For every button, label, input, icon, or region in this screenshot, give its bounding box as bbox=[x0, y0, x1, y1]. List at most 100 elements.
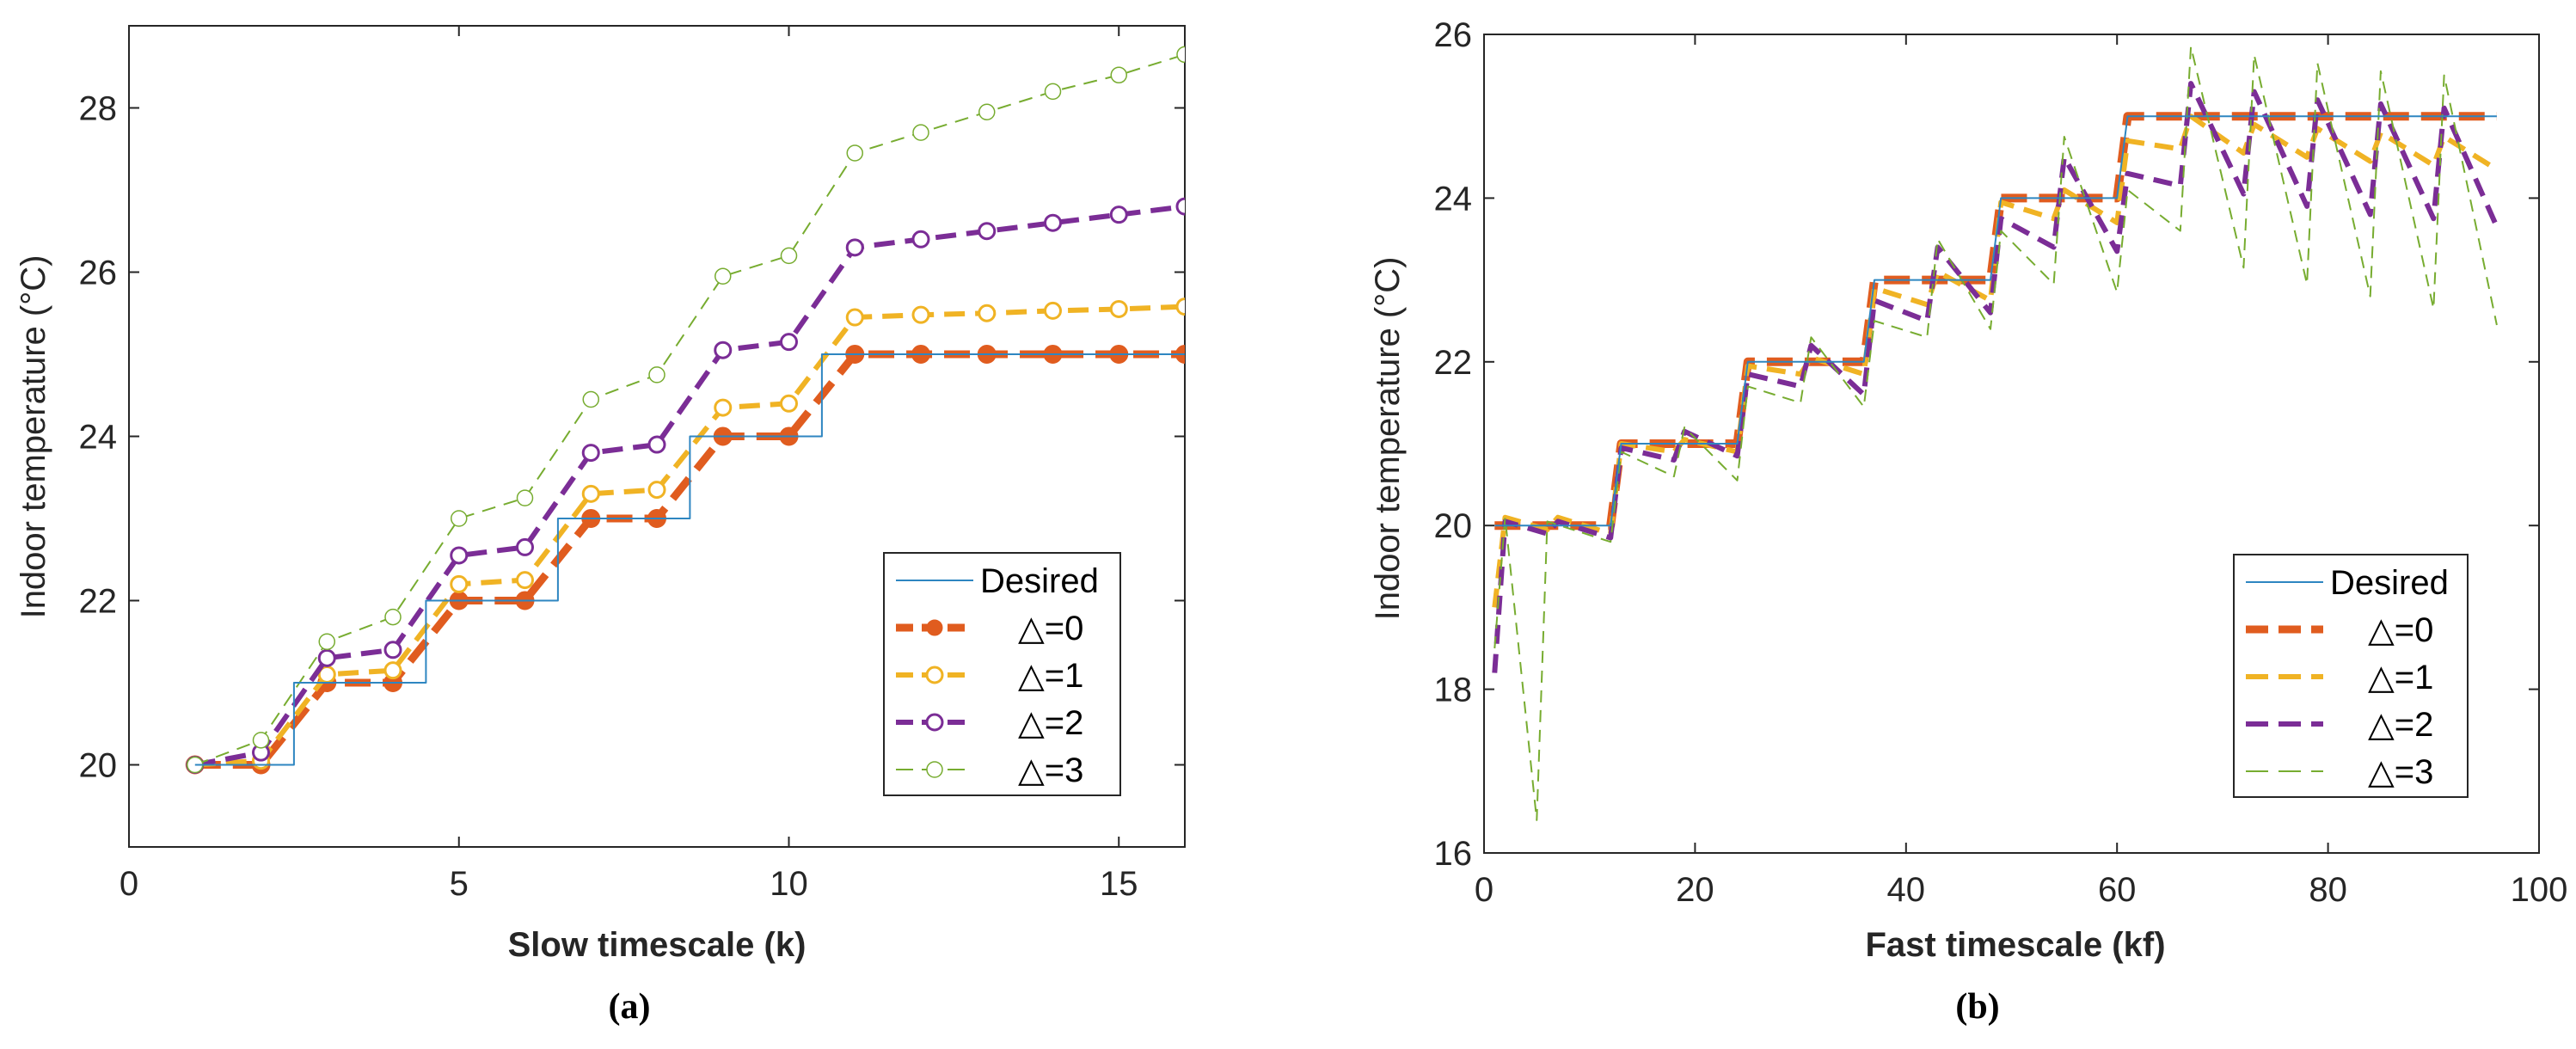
chart-b-xtick-label: 20 bbox=[1676, 871, 1714, 909]
chart-b-ytick-label: 18 bbox=[1434, 672, 1473, 709]
chart-a-series-point-4 bbox=[451, 510, 468, 527]
chart-a-series-point-4 bbox=[978, 103, 996, 121]
chart-b-series-line-3 bbox=[1492, 81, 2499, 673]
chart-b-xtick-label: 0 bbox=[1475, 871, 1493, 909]
chart-a-series-point-3 bbox=[450, 546, 469, 565]
chart-a-series-point-4 bbox=[780, 247, 798, 265]
chart-b-series-line-0 bbox=[1494, 115, 2497, 527]
chart-a-legend-label-0: Desired bbox=[980, 562, 1099, 600]
chart-a-series-point-3 bbox=[1109, 206, 1128, 224]
chart-a-series-point-2 bbox=[845, 308, 864, 327]
chart-a-ytick-label: 24 bbox=[79, 419, 118, 457]
chart-a-series bbox=[185, 46, 1185, 775]
chart-a-series-point-2 bbox=[581, 484, 600, 503]
chart-a-xtick-label: 15 bbox=[1100, 865, 1138, 903]
chart-a-series-line-3 bbox=[194, 204, 1185, 768]
chart-a-legend-label-3: △=2 bbox=[1018, 704, 1083, 742]
chart-a-series-point-2 bbox=[1175, 298, 1185, 316]
chart-b-legend-label-1: △=0 bbox=[2368, 611, 2433, 649]
chart-a-series-point-4 bbox=[912, 124, 929, 141]
chart-a-series-point-3 bbox=[317, 648, 336, 667]
chart-a-series-point-3 bbox=[383, 641, 402, 659]
chart-a-series-point-4 bbox=[715, 267, 732, 285]
chart-a-series-point-3 bbox=[581, 444, 600, 463]
chart-a-ytick-label: 20 bbox=[79, 747, 118, 785]
chart-a-series-point-2 bbox=[911, 305, 930, 324]
chart-a-ytick-label: 26 bbox=[79, 255, 118, 292]
chart-a-xlabel: Slow timescale (k) bbox=[508, 926, 807, 964]
chart-b-legend-label-0: Desired bbox=[2330, 564, 2449, 602]
chart-b: 0 20 40 60 80 100 16 18 20 22 24 26 Fast timescale … bbox=[1369, 16, 2567, 1027]
chart-a-ytick-label: 28 bbox=[79, 90, 118, 128]
chart-a-series-point-3 bbox=[911, 230, 930, 248]
chart-a-series-point-4 bbox=[582, 390, 599, 408]
chart-a-series-point-4 bbox=[846, 144, 863, 162]
chart-b-xtick-label: 40 bbox=[1887, 871, 1926, 909]
chart-a-series-point-4 bbox=[318, 633, 335, 650]
chart-a-series-point-4 bbox=[1176, 46, 1185, 64]
chart-b-xtick-label: 80 bbox=[2309, 871, 2347, 909]
chart-a-series-point-2 bbox=[1044, 301, 1062, 320]
chart-a-series-point-4 bbox=[648, 366, 665, 383]
chart-b-legend: Desired △=0 △=1 △=2 △=3 bbox=[2233, 554, 2469, 798]
chart-a-legend: Desired △=0 △=1 △=2 △=3 bbox=[883, 552, 1121, 796]
chart-a-series-point-4 bbox=[252, 732, 270, 749]
chart-a-series-point-3 bbox=[780, 333, 798, 352]
chart-b-legend-box bbox=[2233, 554, 2469, 798]
chart-a-legend-marker-4 bbox=[926, 761, 943, 778]
chart-a-ticks: 0 5 10 15 20 22 24 26 28 bbox=[79, 26, 1185, 903]
chart-a-series-point-2 bbox=[516, 571, 534, 590]
chart-a-series-line-2 bbox=[194, 304, 1185, 768]
chart-a-xtick-label: 5 bbox=[450, 865, 469, 903]
chart-a: 0 5 10 15 20 22 24 26 28 Slow timescale (k) Indo… bbox=[15, 25, 1186, 1027]
chart-a-series-point-3 bbox=[845, 238, 864, 257]
chart-b-ytick-label: 22 bbox=[1434, 344, 1473, 382]
chart-a-series-line-4 bbox=[194, 53, 1185, 766]
chart-b-legend-label-2: △=1 bbox=[2368, 659, 2433, 696]
chart-a-legend-label-4: △=3 bbox=[1018, 751, 1083, 789]
chart-a-xtick-label: 0 bbox=[120, 865, 138, 903]
chart-a-series-point-3 bbox=[647, 435, 666, 454]
chart-a-legend-marker-2 bbox=[925, 666, 944, 684]
chart-a-series-point-2 bbox=[714, 398, 733, 417]
chart-a-series-point-4 bbox=[384, 608, 402, 626]
chart-a-series-point-2 bbox=[780, 394, 798, 413]
chart-a-series-line-0 bbox=[194, 353, 1185, 766]
chart-b-xtick-label: 100 bbox=[2511, 871, 2568, 909]
chart-b-series-line-4 bbox=[1493, 46, 2498, 821]
chart-b-legend-label-4: △=3 bbox=[2368, 753, 2433, 791]
chart-a-series-point-2 bbox=[1109, 299, 1128, 318]
chart-a-ytick-label: 22 bbox=[79, 583, 118, 621]
chart-a-legend-marker-1 bbox=[926, 619, 943, 636]
chart-b-caption: (b) bbox=[1955, 987, 1999, 1027]
chart-a-series-point-3 bbox=[516, 537, 534, 556]
chart-a-series-point-3 bbox=[978, 222, 997, 241]
chart-a-series-point-2 bbox=[450, 574, 469, 593]
chart-a-series-point-3 bbox=[714, 340, 733, 359]
chart-a-legend-label-1: △=0 bbox=[1018, 610, 1083, 647]
chart-a-series-point-2 bbox=[978, 304, 997, 322]
chart-b-ticks: 0 20 40 60 80 100 16 18 20 22 24 26 bbox=[1434, 16, 2568, 909]
chart-b-ytick-label: 16 bbox=[1434, 835, 1473, 873]
chart-a-series-point-2 bbox=[647, 481, 666, 500]
chart-a-legend-label-2: △=1 bbox=[1018, 657, 1083, 695]
chart-a-series-point-3 bbox=[1175, 197, 1185, 216]
chart-b-series bbox=[1492, 46, 2499, 821]
chart-a-series-point-4 bbox=[516, 489, 534, 506]
chart-a-series-point-4 bbox=[1110, 66, 1127, 84]
chart-b-ytick-label: 24 bbox=[1434, 180, 1473, 218]
chart-b-ytick-label: 20 bbox=[1434, 507, 1473, 545]
chart-a-series-point-2 bbox=[383, 661, 402, 680]
chart-a-xtick-label: 10 bbox=[770, 865, 808, 903]
chart-a-caption: (a) bbox=[609, 987, 651, 1027]
chart-a-series-point-4 bbox=[1044, 83, 1062, 101]
chart-a-legend-marker-3 bbox=[925, 713, 944, 732]
chart-b-ytick-label: 26 bbox=[1434, 16, 1473, 54]
chart-b-ylabel: Indoor temperature (°C) bbox=[1369, 257, 1407, 621]
chart-a-ylabel: Indoor temperature (°C) bbox=[15, 255, 52, 619]
chart-b-xtick-label: 60 bbox=[2098, 871, 2137, 909]
chart-b-xlabel: Fast timescale (kf) bbox=[1865, 926, 2165, 964]
chart-a-series-point-3 bbox=[1044, 213, 1062, 232]
chart-b-legend-label-3: △=2 bbox=[2368, 706, 2433, 744]
